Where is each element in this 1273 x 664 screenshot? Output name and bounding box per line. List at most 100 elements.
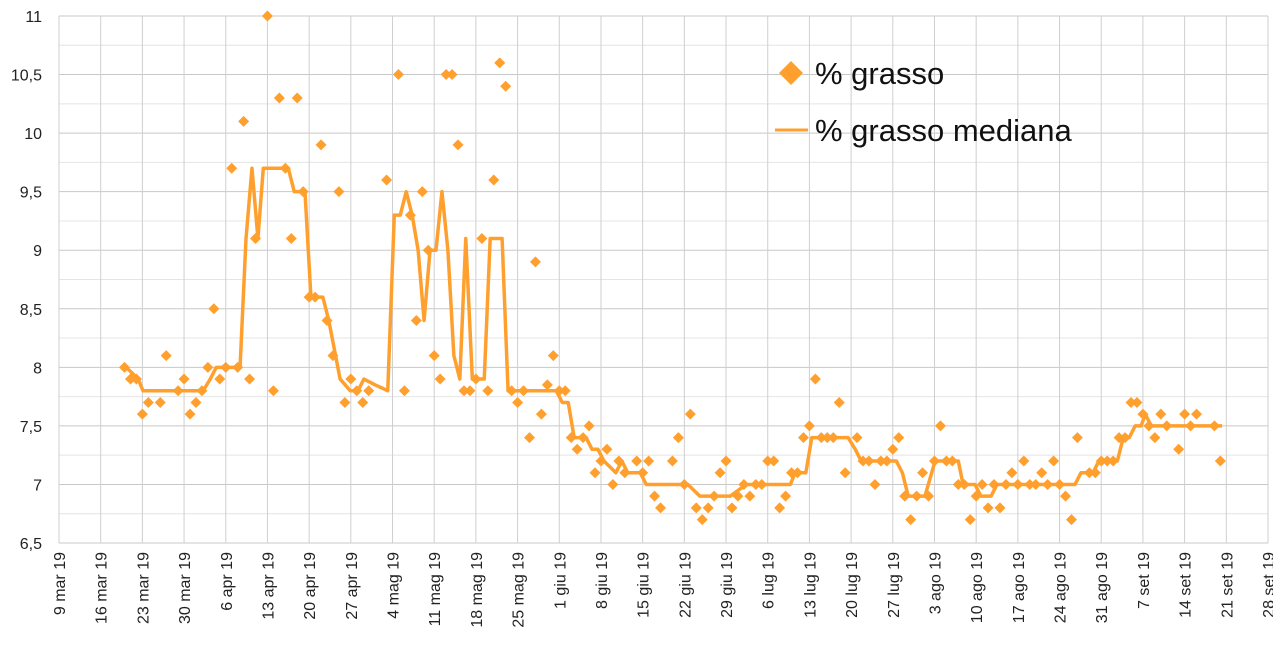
data-point-diamond (506, 385, 518, 397)
data-point-diamond (178, 373, 190, 385)
data-point-diamond (863, 455, 875, 467)
y-tick-label: 8 (33, 360, 42, 377)
data-point-diamond (940, 455, 952, 467)
data-point-diamond (964, 514, 976, 526)
x-tick-label: 6 lug 19 (761, 552, 778, 609)
data-point-diamond (762, 455, 774, 467)
data-point-diamond (1155, 408, 1167, 420)
data-point-diamond (655, 502, 667, 514)
data-point-diamond (464, 385, 476, 397)
data-point-diamond (458, 385, 470, 397)
data-point-diamond (226, 162, 238, 174)
data-point-diamond (1018, 455, 1030, 467)
data-point-diamond (726, 502, 738, 514)
legend-label-mediana: % grasso mediana (815, 113, 1073, 148)
y-tick-label: 8,5 (20, 302, 42, 319)
data-point-diamond (905, 514, 917, 526)
data-point-diamond (619, 467, 631, 479)
data-point-diamond (327, 350, 339, 362)
data-point-diamond (1173, 443, 1185, 455)
data-point-diamond (208, 303, 220, 315)
y-tick-label: 6,5 (20, 536, 42, 553)
data-point-diamond (708, 490, 720, 502)
data-point-diamond (1036, 467, 1048, 479)
data-point-diamond (1024, 478, 1036, 490)
x-tick-label: 29 giu 19 (719, 552, 736, 618)
data-point-diamond (923, 490, 935, 502)
data-point-diamond (565, 432, 577, 444)
x-tick-label: 28 set 19 (1261, 552, 1273, 618)
data-point-diamond (476, 233, 488, 245)
data-point-diamond (672, 432, 684, 444)
data-point-diamond (297, 186, 309, 198)
grid (58, 15, 1269, 544)
data-point-diamond (202, 361, 214, 373)
data-point-diamond (970, 490, 982, 502)
data-point-diamond (1012, 478, 1024, 490)
data-point-diamond (172, 385, 184, 397)
data-point-diamond (583, 420, 595, 432)
data-point-diamond (678, 478, 690, 490)
x-tick-label: 24 ago 19 (1053, 552, 1070, 623)
data-point-diamond (803, 420, 815, 432)
legend: % grasso % grasso mediana (775, 56, 1073, 148)
data-point-diamond (1119, 432, 1131, 444)
y-tick-label: 7 (33, 477, 42, 494)
data-point-diamond (589, 467, 601, 479)
x-tick-label: 4 mag 19 (386, 552, 403, 619)
data-point-diamond (232, 361, 244, 373)
data-point-diamond (881, 455, 893, 467)
y-tick-label: 9 (33, 243, 42, 260)
data-point-diamond (136, 408, 148, 420)
legend-label-grasso: % grasso (815, 56, 944, 91)
data-point-diamond (1131, 396, 1143, 408)
data-point-diamond (666, 455, 678, 467)
data-point-diamond (261, 10, 273, 22)
data-point-diamond (637, 467, 649, 479)
data-point-diamond (1101, 455, 1113, 467)
data-point-diamond (321, 314, 333, 326)
data-point-diamond (1071, 432, 1083, 444)
data-point-diamond (315, 139, 327, 151)
data-point-diamond (1149, 432, 1161, 444)
data-point-diamond (130, 373, 142, 385)
data-point-diamond (774, 502, 786, 514)
data-point-diamond (1030, 478, 1042, 490)
data-point-diamond (577, 432, 589, 444)
data-point-diamond (238, 115, 250, 127)
data-point-diamond (744, 490, 756, 502)
data-point-diamond (422, 244, 434, 256)
data-point-diamond (1048, 455, 1060, 467)
data-point-diamond (792, 467, 804, 479)
y-tick-label: 10 (24, 126, 42, 143)
data-point-diamond (494, 57, 506, 69)
data-point-diamond (1161, 420, 1173, 432)
data-point-diamond (768, 455, 780, 467)
data-point-diamond (1042, 478, 1054, 490)
data-point-diamond (797, 432, 809, 444)
data-point-diamond (934, 420, 946, 432)
data-point-diamond (786, 467, 798, 479)
x-tick-label: 16 mar 19 (94, 552, 111, 624)
data-point-diamond (917, 467, 929, 479)
x-tick-label: 8 giu 19 (594, 552, 611, 609)
data-point-diamond (333, 186, 345, 198)
data-point-diamond (523, 432, 535, 444)
x-tick-label: 14 set 19 (1178, 552, 1195, 618)
data-point-diamond (988, 478, 1000, 490)
legend-diamond-icon (779, 61, 803, 85)
x-tick-label: 30 mar 19 (177, 552, 194, 624)
y-tick-label: 7,5 (20, 419, 42, 436)
data-point-diamond (607, 478, 619, 490)
data-point-diamond (809, 373, 821, 385)
y-tick-label: 11 (25, 9, 42, 26)
data-point-diamond (1137, 408, 1149, 420)
data-point-diamond (613, 455, 625, 467)
data-point-diamond (529, 256, 541, 268)
data-point-diamond (541, 379, 553, 391)
data-point-diamond (1089, 467, 1101, 479)
data-point-diamond (571, 443, 583, 455)
data-point-diamond (595, 455, 607, 467)
data-point-diamond (363, 385, 375, 397)
